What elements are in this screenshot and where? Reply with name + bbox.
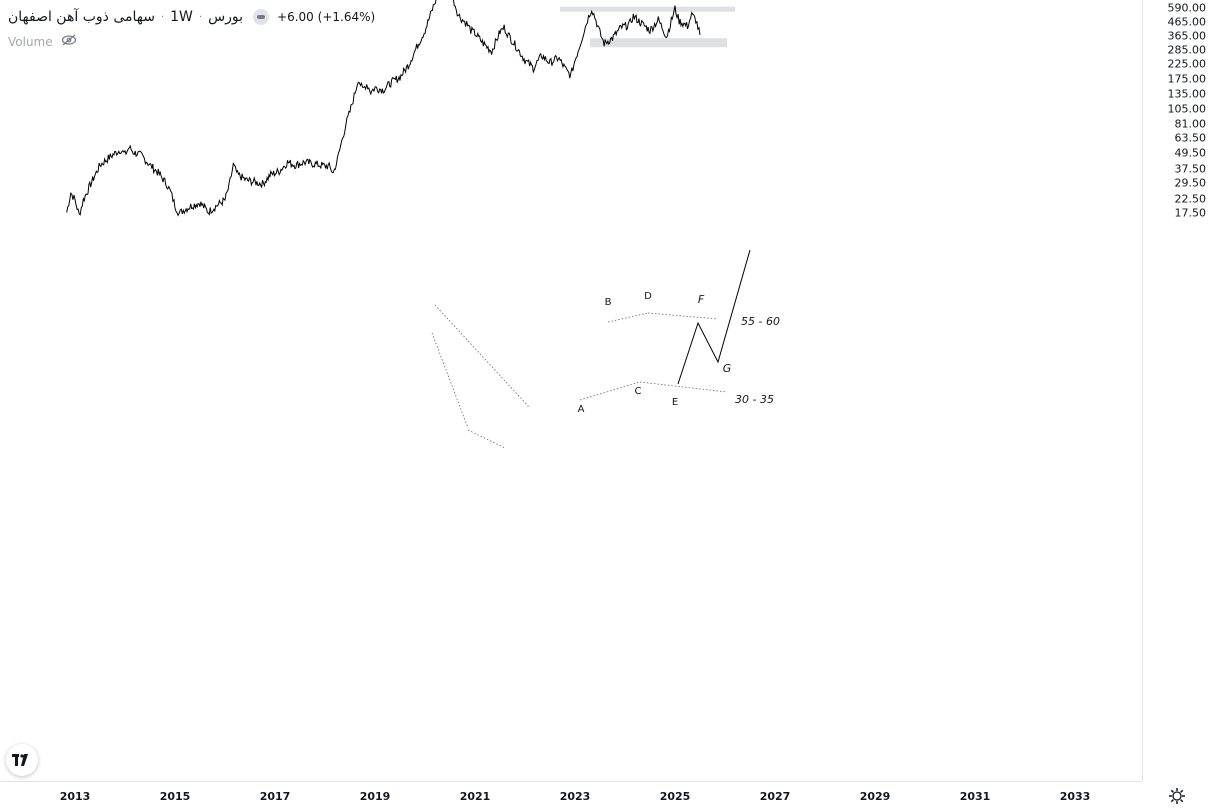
y-tick-label: 175.00 <box>1167 72 1207 86</box>
y-tick-label: 29.50 <box>1174 176 1207 190</box>
y-tick-label: 81.00 <box>1174 117 1207 131</box>
trend-line <box>639 381 728 393</box>
wave-label: A <box>578 404 585 415</box>
price-series <box>66 0 701 217</box>
trend-line <box>467 429 506 449</box>
x-tick-label: 2031 <box>959 790 991 803</box>
eye-off-icon[interactable] <box>61 34 77 49</box>
trend-line <box>607 312 649 323</box>
y-tick-label: 105.00 <box>1167 102 1207 116</box>
x-tick-label: 2025 <box>659 790 691 803</box>
price-zone <box>560 6 735 12</box>
trend-line <box>647 312 719 320</box>
volume-label: Volume <box>8 34 53 49</box>
gear-icon[interactable] <box>1168 787 1186 805</box>
y-tick-label: 37.50 <box>1174 162 1207 176</box>
wave-label: C <box>635 386 642 397</box>
x-tick-label: 2015 <box>159 790 191 803</box>
y-tick-label: 63.50 <box>1174 131 1207 145</box>
x-tick-label: 2023 <box>559 790 591 803</box>
x-tick-label: 2019 <box>359 790 391 803</box>
x-tick-label: 2021 <box>459 790 491 803</box>
price-change: +6.00 (+1.64%) <box>277 10 376 24</box>
trend-line <box>434 304 531 409</box>
tradingview-logo-icon[interactable] <box>6 744 38 776</box>
projection-path <box>677 249 751 385</box>
y-tick-label: 135.00 <box>1167 87 1207 101</box>
time-axis[interactable]: 2013 2015 2017 2019 2021 2023 2025 2027 2029 2031… <box>0 781 1142 808</box>
y-tick-label: 17.50 <box>1174 206 1207 220</box>
x-tick-label: 2029 <box>859 790 891 803</box>
y-tick-label: 22.50 <box>1174 192 1207 206</box>
x-tick-label: 2027 <box>759 790 791 803</box>
y-tick-label: 590.00 <box>1167 1 1207 15</box>
wave-label: G <box>723 362 732 375</box>
volume-indicator[interactable]: Volume <box>8 34 77 49</box>
symbol-header: سهامی ذوب آهن اصفهان · 1W · بورس +6.00 (… <box>8 6 375 28</box>
market-status-icon[interactable] <box>253 9 270 25</box>
y-tick-label: 465.00 <box>1167 15 1207 29</box>
zone-label: 30 - 35 <box>735 393 774 406</box>
interval-label[interactable]: 1W <box>170 9 193 25</box>
separator-dot: · <box>198 11 203 23</box>
x-tick-label: 2013 <box>59 790 91 803</box>
y-tick-label: 49.50 <box>1174 146 1207 160</box>
x-tick-label: 2033 <box>1059 790 1091 803</box>
x-tick-label: 2017 <box>259 790 291 803</box>
trend-line <box>579 381 641 401</box>
y-tick-label: 365.00 <box>1167 29 1207 43</box>
trend-line <box>431 332 469 429</box>
separator-dot: · <box>160 11 165 23</box>
wave-label: E <box>672 397 678 408</box>
wave-label: D <box>644 291 652 302</box>
y-tick-label: 285.00 <box>1167 43 1207 57</box>
exchange-label[interactable]: بورس <box>208 9 244 25</box>
zone-label: 55 - 60 <box>741 315 780 328</box>
symbol-name[interactable]: سهامی ذوب آهن اصفهان <box>8 9 155 25</box>
wave-label: F <box>698 293 705 306</box>
wave-label: B <box>605 297 612 308</box>
y-tick-label: 225.00 <box>1167 57 1207 71</box>
price-axis[interactable]: 590.00 465.00 365.00 285.00 225.00 175.00 135.… <box>1142 0 1211 781</box>
price-zone <box>590 38 727 48</box>
